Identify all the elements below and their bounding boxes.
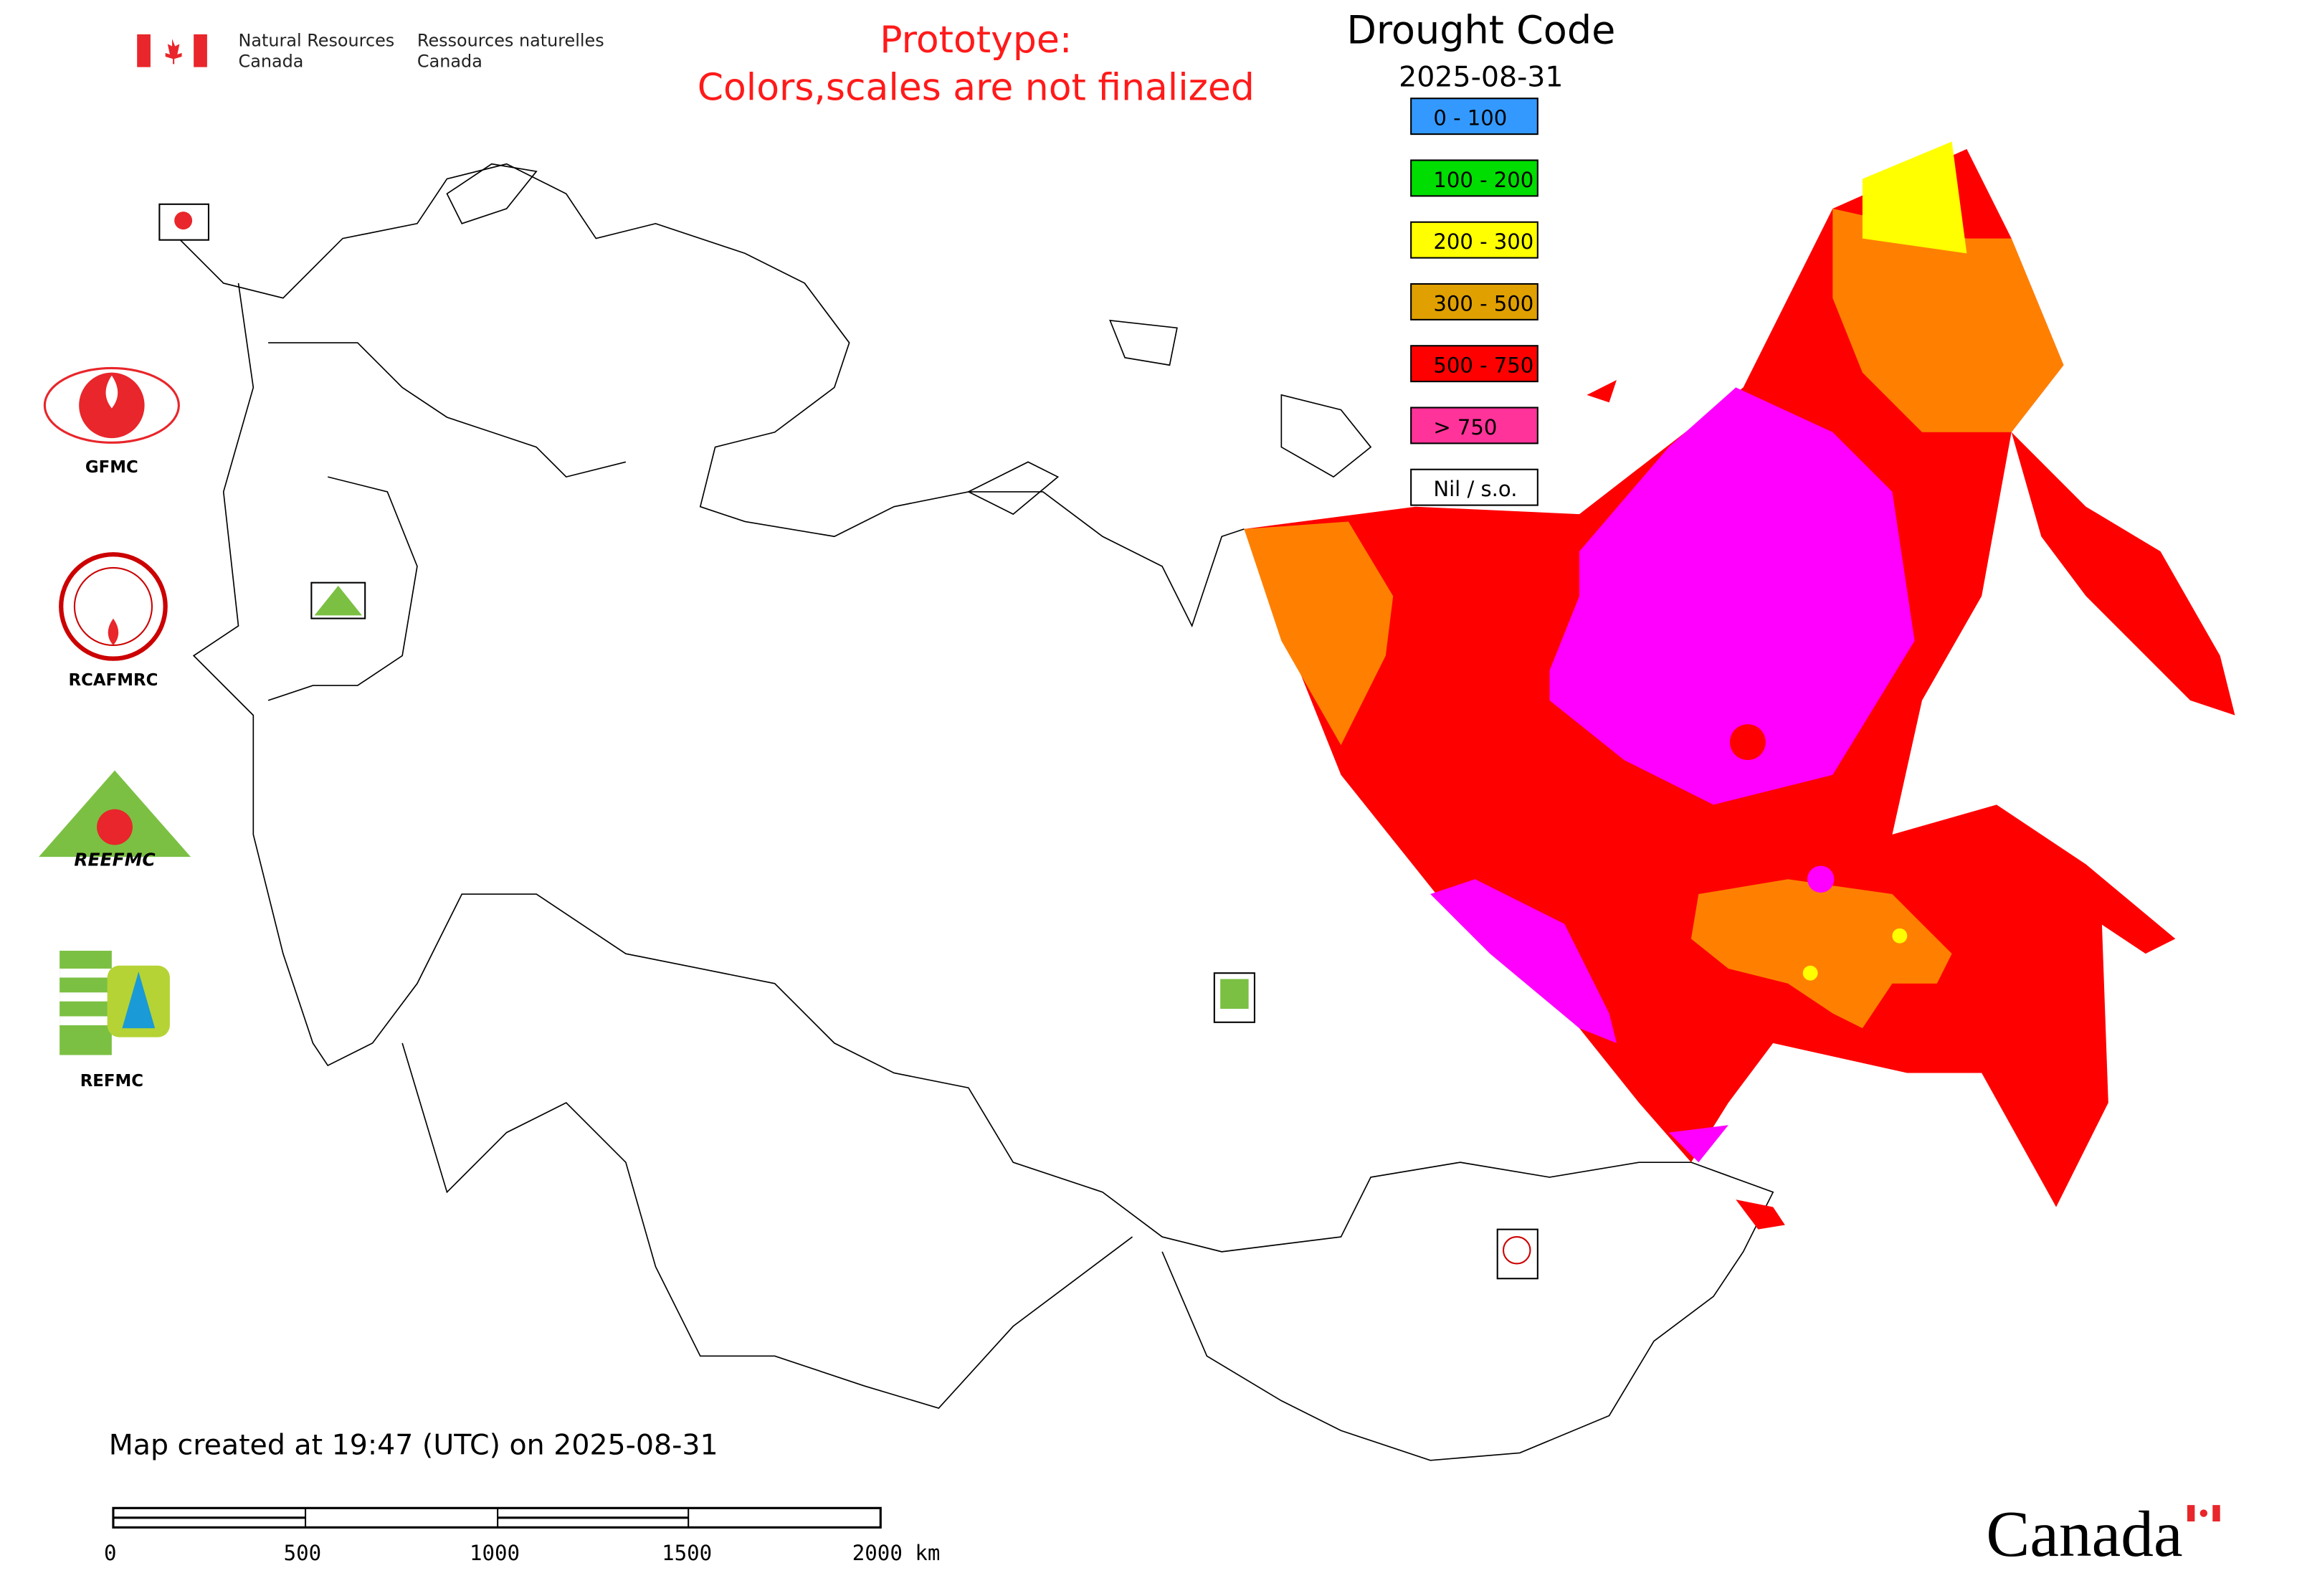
legend-label: 0 - 100 bbox=[1433, 106, 1507, 130]
island-severnaya bbox=[967, 461, 1060, 516]
reefmc-marker-icon bbox=[314, 585, 363, 616]
coastline-north bbox=[163, 163, 1245, 628]
legend-swatch bbox=[1410, 98, 1538, 136]
scale-tick-500: 500 bbox=[284, 1541, 322, 1565]
agency-en-line2: Canada bbox=[239, 52, 304, 72]
island-arctic bbox=[1109, 319, 1178, 366]
rcafmrc-label: RCAFMRC bbox=[69, 671, 158, 690]
agency-fr-line1: Ressources naturelles bbox=[417, 30, 604, 50]
gfmc-marker-icon bbox=[174, 212, 193, 230]
region-500-750-spot bbox=[1729, 724, 1766, 761]
legend-swatch bbox=[1410, 407, 1538, 445]
border-south-b bbox=[1161, 1162, 1774, 1461]
legend-label: 500 - 750 bbox=[1433, 353, 1533, 378]
prototype-subtitle: Colors,scales are not finalized bbox=[698, 66, 1255, 109]
region-500-750-arctic-island bbox=[1587, 380, 1617, 403]
legend-swatch bbox=[1410, 221, 1538, 259]
refmc-marker-icon bbox=[1220, 979, 1249, 1010]
region-over-750-central bbox=[1549, 387, 1915, 805]
drought-regions bbox=[1244, 141, 2235, 1230]
legend-label: 200 - 300 bbox=[1433, 229, 1533, 254]
region-300-500-northwest bbox=[1244, 521, 1394, 746]
legend-item: 500 - 750 bbox=[1410, 345, 1538, 383]
island-novaya-zemlya bbox=[446, 163, 538, 224]
reefmc-label: REEFMC bbox=[74, 850, 156, 870]
legend-item: 100 - 200 bbox=[1410, 159, 1538, 197]
scale-tick-1000: 1000 bbox=[470, 1541, 520, 1565]
rcafmrc-marker-icon bbox=[1502, 1236, 1531, 1265]
scale-tick-2000: 2000 km bbox=[852, 1541, 941, 1565]
gfmc-logo: GFMC bbox=[43, 366, 180, 477]
region-500-750-island bbox=[1996, 804, 2176, 954]
map-created-text: Map created at 19:47 (UTC) on 2025-08-31 bbox=[109, 1428, 718, 1461]
legend-label: Nil / s.o. bbox=[1433, 477, 1517, 501]
legend-swatch bbox=[1410, 159, 1538, 197]
legend-title: Drought Code bbox=[1346, 7, 1615, 52]
legend-label: > 750 bbox=[1433, 415, 1497, 440]
legend-item: 0 - 100 bbox=[1410, 98, 1538, 136]
refmc-logo: REFMC bbox=[60, 951, 170, 1091]
scale-tick-0: 0 bbox=[104, 1541, 117, 1565]
legend-item: > 750 bbox=[1410, 407, 1538, 445]
scale-tick-1500: 1500 bbox=[662, 1541, 712, 1565]
region-over-750-spot bbox=[1807, 865, 1835, 893]
border-south-a bbox=[401, 1042, 1133, 1410]
region-200-300-spot-a bbox=[1892, 928, 1908, 944]
reefmc-logo: REEFMC bbox=[39, 770, 191, 870]
border-west bbox=[192, 282, 1691, 1253]
maple-leaf-icon bbox=[165, 39, 182, 65]
agency-en-line1: Natural Resources bbox=[239, 30, 395, 50]
scale-bar bbox=[112, 1506, 882, 1529]
region-200-300-spot-b bbox=[1802, 965, 1818, 981]
prototype-title: Prototype: bbox=[880, 19, 1072, 62]
legend-date: 2025-08-31 bbox=[1399, 61, 1563, 94]
region-500-750-peninsula bbox=[2011, 432, 2235, 716]
legend-label: 100 - 200 bbox=[1433, 168, 1533, 192]
legend-label: 300 - 500 bbox=[1433, 291, 1533, 315]
island-arctic-b bbox=[1280, 394, 1372, 478]
legend-item: Nil / s.o. bbox=[1410, 468, 1538, 506]
canada-wordmark: Canada bbox=[1986, 1498, 2220, 1570]
gfmc-label: GFMC bbox=[85, 458, 138, 477]
nrcan-signature: Natural Resources Canada Ressources natu… bbox=[137, 30, 604, 72]
region-200-300 bbox=[1862, 141, 1967, 254]
legend-swatch bbox=[1410, 468, 1538, 506]
internal-border-a bbox=[268, 342, 627, 478]
flag-bar-right-icon bbox=[194, 34, 207, 67]
legend-item: 300 - 500 bbox=[1410, 282, 1538, 320]
legend-swatch bbox=[1410, 345, 1538, 383]
region-over-750-south bbox=[1668, 1125, 1728, 1163]
region-300-500-northeast bbox=[1832, 209, 2064, 432]
country-borders bbox=[163, 163, 1774, 1461]
region-500-750-south-island bbox=[1736, 1200, 1785, 1230]
refmc-label: REFMC bbox=[80, 1072, 143, 1091]
legend-swatch bbox=[1410, 282, 1538, 320]
agency-fr-line2: Canada bbox=[417, 52, 482, 72]
wordmark-flag-icon bbox=[2187, 1505, 2195, 1522]
canada-wordmark-text: Canada bbox=[1986, 1498, 2182, 1570]
rcafmrc-logo: RCAFMRC bbox=[59, 552, 168, 690]
region-over-750-southwest bbox=[1430, 879, 1617, 1043]
legend: Drought Code 2025-08-31 0 - 100 100 - 200… bbox=[1346, 7, 1615, 506]
legend-item: 200 - 300 bbox=[1410, 221, 1538, 259]
internal-border-b bbox=[267, 476, 418, 701]
flag-bar-left-icon bbox=[137, 34, 151, 67]
region-300-500-south bbox=[1690, 879, 1952, 1029]
